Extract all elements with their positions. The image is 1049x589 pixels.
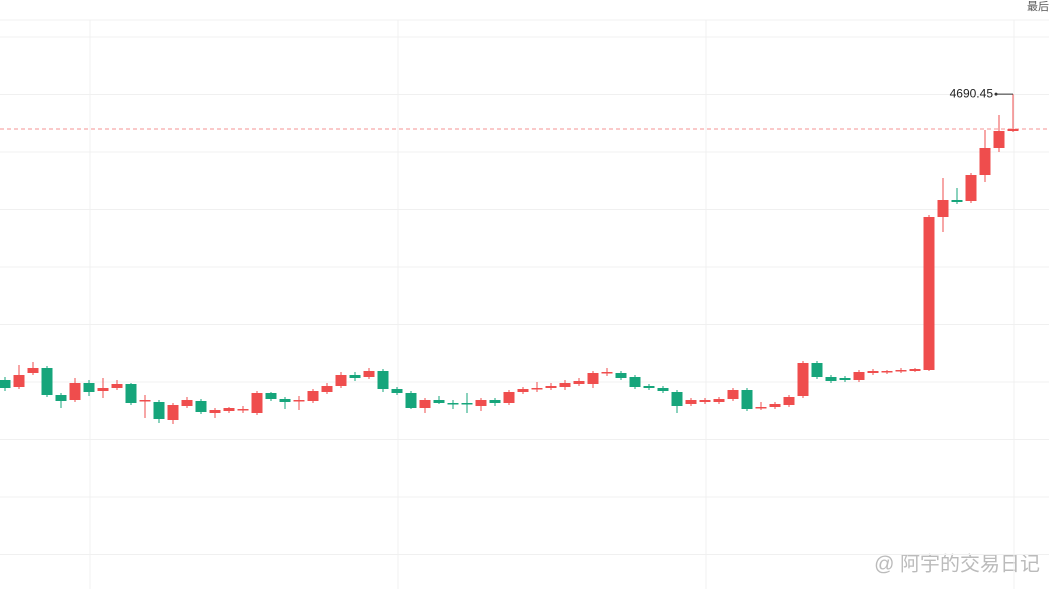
- candle-body: [867, 371, 879, 373]
- candle-body: [923, 217, 935, 370]
- candle-body: [825, 377, 837, 381]
- candle-body: [951, 200, 963, 202]
- candle-body: [615, 373, 627, 378]
- candle-body: [643, 386, 655, 388]
- candle-body: [321, 386, 333, 392]
- candle-body: [265, 393, 277, 399]
- candle-body: [741, 390, 753, 409]
- candle-body: [489, 400, 501, 403]
- max-price-label: 4690.45: [950, 86, 994, 100]
- candle-body: [97, 388, 109, 391]
- candle-body: [27, 368, 39, 373]
- candle-body: [503, 392, 515, 403]
- candle-body: [965, 175, 977, 201]
- candle-body: [433, 400, 445, 403]
- candle-body: [181, 400, 193, 406]
- candle-body: [671, 392, 683, 406]
- candle-body: [699, 400, 711, 402]
- candle-body: [657, 388, 669, 391]
- candle-body: [13, 375, 25, 387]
- candle-body: [223, 408, 235, 411]
- candle-body: [153, 402, 165, 419]
- candle-body: [937, 200, 949, 217]
- candle-body: [447, 403, 459, 405]
- candle-body: [69, 383, 81, 400]
- candle-body: [461, 403, 473, 405]
- candle-body: [279, 399, 291, 402]
- candle-body: [755, 407, 767, 409]
- candle-body: [237, 409, 249, 411]
- last-price-label: 最后: [1027, 0, 1049, 13]
- candle-body: [797, 363, 809, 396]
- candle-body: [993, 131, 1005, 148]
- candle-body: [55, 395, 67, 401]
- candle-body: [895, 370, 907, 372]
- candle-body: [769, 404, 781, 407]
- candle-body: [531, 388, 543, 390]
- candle-body: [853, 372, 865, 380]
- candle-body: [685, 400, 697, 404]
- candle-body: [391, 389, 403, 393]
- candle-body: [559, 383, 571, 387]
- candle-body: [881, 371, 893, 373]
- candle-body: [167, 405, 179, 420]
- candle-body: [293, 400, 305, 402]
- candle-body: [363, 371, 375, 377]
- candle-body: [139, 400, 151, 402]
- candle-body: [839, 378, 851, 380]
- candle-body: [405, 393, 417, 408]
- candle-body: [0, 380, 11, 388]
- candle-body: [125, 384, 137, 403]
- candle-body: [545, 386, 557, 388]
- candle-body: [41, 368, 53, 395]
- candle-body: [517, 389, 529, 392]
- candle-body: [195, 401, 207, 412]
- candle-body: [111, 384, 123, 388]
- candle-body: [377, 371, 389, 389]
- candle-body: [83, 383, 95, 392]
- candle-body: [1007, 129, 1019, 131]
- candle-body: [601, 372, 613, 374]
- candle-body: [209, 410, 221, 413]
- candle-body: [713, 399, 725, 402]
- candle-body: [307, 391, 319, 401]
- candle-body: [573, 381, 585, 384]
- candle-body: [251, 393, 263, 413]
- candle-body: [335, 375, 347, 386]
- candle-body: [811, 363, 823, 377]
- candle-body: [783, 397, 795, 405]
- candle-body: [587, 373, 599, 384]
- candle-body: [629, 377, 641, 387]
- candle-body: [419, 400, 431, 408]
- candle-body: [349, 375, 361, 378]
- candle-body: [909, 369, 921, 371]
- candle-body: [727, 390, 739, 399]
- candle-body: [979, 148, 991, 175]
- candle-body: [475, 400, 487, 406]
- watermark: @ 阿宇的交易日记: [874, 552, 1040, 575]
- max-pointer-dot: [994, 92, 998, 96]
